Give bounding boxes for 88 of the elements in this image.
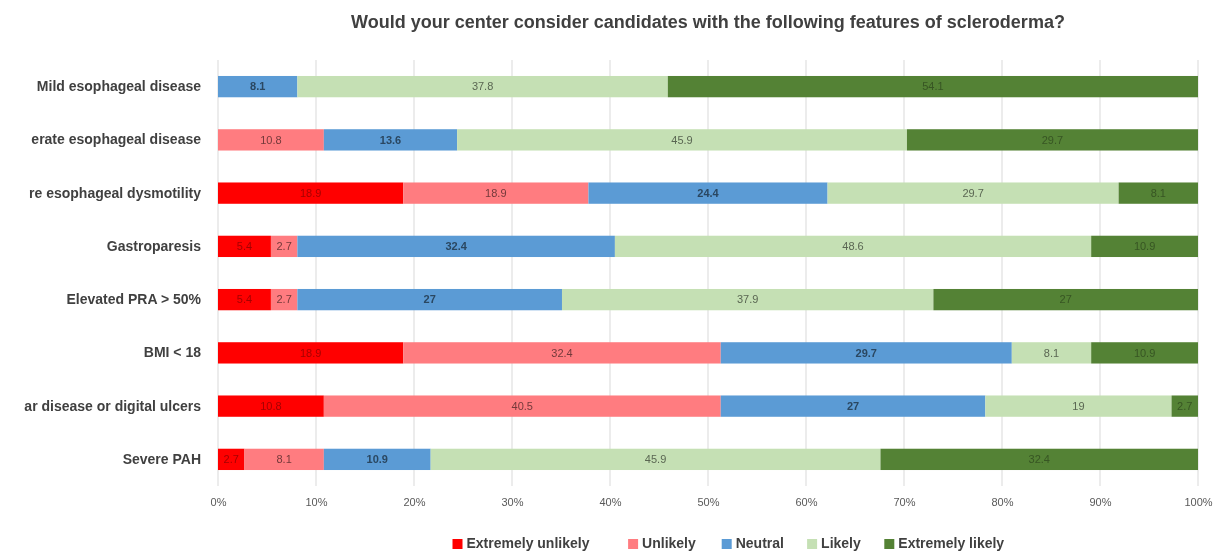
data-label: 5.4 (236, 293, 253, 306)
x-tick-label: 50% (697, 495, 720, 508)
bar (218, 235, 271, 258)
legend-label: Likely (821, 535, 861, 551)
y-tick-label: erate esophageal disease (31, 131, 202, 148)
data-label: 10.8 (260, 133, 282, 146)
data-label: 8.1 (1043, 346, 1060, 359)
chart-title: Would your center consider candidates with the following features of scleroderma? (351, 12, 1065, 32)
data-label: 13.6 (379, 133, 402, 146)
bar (880, 448, 1198, 471)
data-label: 37.9 (736, 293, 759, 306)
bar (614, 235, 1092, 258)
bar (244, 448, 324, 471)
legend-label: Extremely unlikely (466, 535, 590, 551)
data-label: 45.9 (644, 453, 667, 466)
bar (323, 448, 431, 471)
x-tick-label: 40% (599, 495, 622, 508)
bar (457, 129, 907, 151)
x-tick-label: 0% (210, 495, 227, 508)
data-label: 48.6 (842, 240, 864, 253)
data-label: 27 (846, 399, 860, 412)
x-tick-label: 20% (403, 495, 426, 508)
data-label: 10.8 (260, 399, 282, 412)
data-label: 18.9 (299, 186, 322, 199)
bar (667, 75, 1198, 98)
bar (1091, 342, 1198, 364)
bar (218, 288, 271, 311)
data-label: 24.4 (697, 186, 720, 199)
bar (1011, 342, 1092, 364)
bar (906, 129, 1198, 151)
y-tick-label: re esophageal dysmotility (29, 184, 202, 201)
x-tick-label: 90% (1089, 495, 1112, 508)
bar (588, 182, 828, 204)
bar (561, 288, 934, 311)
data-label: 32.4 (445, 240, 468, 253)
bar (323, 395, 721, 417)
bar (297, 288, 562, 311)
bar (827, 182, 1119, 204)
bar (403, 342, 721, 364)
data-label: 2.7 (276, 240, 292, 253)
data-label: 8.1 (276, 453, 292, 466)
x-tick-label: 60% (795, 495, 818, 508)
data-label: 29.7 (855, 346, 877, 359)
y-tick-label: Mild esophageal disease (36, 78, 202, 95)
bar (297, 235, 615, 258)
y-tick-label: Severe PAH (122, 450, 201, 467)
bar (403, 182, 589, 204)
bar (430, 448, 881, 471)
bar (218, 75, 298, 98)
y-tick-label: Elevated PRA > 50% (66, 291, 202, 308)
bar (933, 288, 1198, 311)
data-label: 8.1 (250, 80, 266, 93)
y-tick-label: Gastroparesis (106, 237, 202, 254)
x-tick-label: 70% (893, 495, 916, 508)
x-tick-label: 100% (1184, 495, 1213, 508)
data-label: 18.9 (299, 346, 322, 359)
bar (218, 129, 324, 151)
data-label: 2.7 (276, 293, 292, 306)
y-tick-label: BMI < 18 (143, 344, 202, 361)
bar (218, 182, 404, 204)
data-label: 10.9 (366, 453, 388, 466)
data-label: 19 (1072, 399, 1085, 412)
bar (720, 342, 1012, 364)
data-label: 29.7 (962, 186, 984, 199)
legend-label: Unlikely (642, 535, 696, 551)
data-label: 37.8 (471, 80, 494, 93)
legend-label: Neutral (735, 535, 784, 551)
y-tick-label: ar disease or digital ulcers (24, 397, 202, 414)
bar (1171, 395, 1198, 417)
data-label: 40.5 (511, 399, 533, 412)
data-label: 27 (423, 293, 436, 306)
x-tick-label: 10% (305, 495, 328, 508)
bar (218, 342, 404, 364)
data-label: 2.7 (223, 453, 239, 466)
bar (720, 395, 986, 417)
data-label: 32.4 (551, 346, 573, 359)
x-tick-label: 80% (991, 495, 1014, 508)
bar (1118, 182, 1198, 204)
bar (323, 129, 458, 151)
bar (218, 395, 324, 417)
data-label: 5.4 (236, 240, 253, 253)
data-label: 45.9 (671, 133, 693, 146)
bar (985, 395, 1172, 417)
data-label: 18.9 (485, 186, 507, 199)
bar (297, 75, 668, 98)
bar (1091, 235, 1198, 258)
legend-label: Extremely likely (898, 535, 1005, 551)
x-tick-label: 30% (501, 495, 524, 508)
